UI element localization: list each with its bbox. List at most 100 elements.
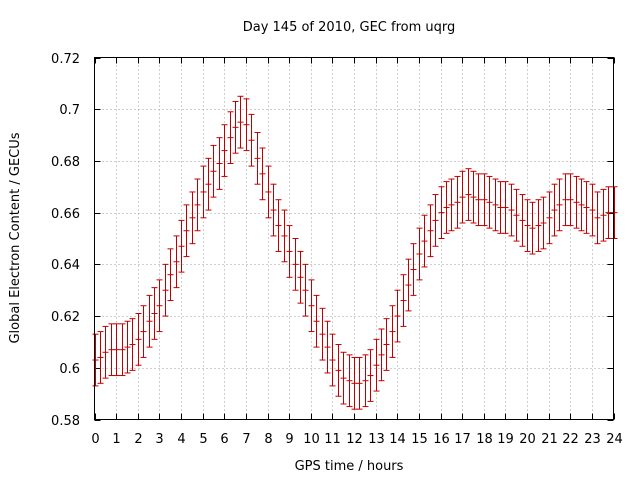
error-bar <box>394 289 401 343</box>
error-bar <box>389 305 396 358</box>
y-tick-labels: 0.58 0.6 0.62 0.64 0.66 0.68 0.7 0.72 <box>51 52 80 429</box>
error-bar <box>97 331 104 384</box>
error-bar <box>340 351 347 405</box>
error-bar <box>551 183 558 237</box>
error-bar <box>92 333 99 387</box>
error-bar <box>135 312 142 366</box>
x-tick-label: 6 <box>220 432 228 447</box>
error-bar <box>519 194 526 247</box>
error-bar <box>594 191 601 245</box>
y-tick-label: 0.72 <box>51 52 80 67</box>
x-tick-label: 5 <box>199 432 207 447</box>
error-bar <box>308 279 315 333</box>
error-bar <box>227 111 234 165</box>
error-bar <box>243 98 250 152</box>
error-bar <box>194 178 201 232</box>
error-bar <box>254 131 261 185</box>
error-bar <box>475 173 482 227</box>
error-bar <box>329 333 336 387</box>
x-tick-label: 22 <box>562 432 579 447</box>
x-axis-label: GPS time / hours <box>295 459 404 474</box>
error-bar <box>286 225 293 278</box>
error-bar <box>378 328 385 382</box>
error-bar <box>443 181 450 234</box>
error-bar <box>265 165 272 219</box>
error-bar <box>119 323 126 377</box>
x-tick-label: 8 <box>264 432 272 447</box>
plot-frame <box>94 57 614 420</box>
x-tick-label: 18 <box>476 432 493 447</box>
error-bar <box>524 199 531 252</box>
error-bar <box>167 248 174 302</box>
error-bar <box>151 287 158 340</box>
chart-title: Day 145 of 2010, GEC from uqrg <box>243 20 456 35</box>
error-bar <box>367 349 374 402</box>
x-tick-label: 17 <box>454 432 471 447</box>
x-tick-label: 2 <box>134 432 142 447</box>
y-tick-label: 0.58 <box>51 414 80 429</box>
error-bar <box>470 170 477 224</box>
error-bar <box>183 204 190 258</box>
error-bar <box>313 294 320 348</box>
error-bar <box>589 183 596 237</box>
x-tick-label: 4 <box>177 432 185 447</box>
error-bar <box>605 186 612 239</box>
x-tick-label: 24 <box>606 432 623 447</box>
error-bar <box>113 323 120 377</box>
error-bar <box>486 175 493 229</box>
error-bar <box>465 168 472 221</box>
x-tick-label: 0 <box>91 432 99 447</box>
x-tick-label: 20 <box>519 432 536 447</box>
error-bar <box>248 113 255 167</box>
error-bar <box>573 175 580 229</box>
error-bar <box>162 263 169 317</box>
error-bar <box>400 274 407 327</box>
error-bar <box>216 137 223 190</box>
error-bar <box>124 320 131 374</box>
error-bar <box>578 178 585 232</box>
error-bar <box>292 238 299 291</box>
error-bar <box>205 157 212 211</box>
error-bar <box>346 354 353 408</box>
error-bar <box>129 318 136 371</box>
error-bar <box>492 178 499 232</box>
error-bar <box>421 214 428 268</box>
error-bar <box>513 188 520 242</box>
axis-ticks <box>94 57 615 421</box>
error-bar <box>178 219 185 273</box>
error-bar <box>546 191 553 245</box>
error-bar <box>611 186 618 239</box>
error-bar <box>438 186 445 239</box>
error-bar <box>432 194 439 247</box>
x-tick-label: 21 <box>541 432 558 447</box>
x-tick-label: 16 <box>433 432 450 447</box>
error-bar <box>324 320 331 374</box>
error-bar <box>335 344 342 397</box>
error-bar <box>259 147 266 201</box>
error-bar <box>302 263 309 317</box>
y-tick-label: 0.6 <box>59 362 80 377</box>
x-tick-labels: 0 1 2 3 4 5 6 7 8 9 10 11 12 13 14 15 16 17 18 19 20 21 22 23 24 <box>91 432 622 447</box>
error-bar <box>481 173 488 227</box>
x-tick-label: 10 <box>303 432 320 447</box>
x-tick-label: 14 <box>389 432 406 447</box>
error-bar <box>448 178 455 232</box>
error-bar <box>600 188 607 242</box>
error-bar <box>556 178 563 232</box>
error-bar <box>173 235 180 289</box>
y-tick-label: 0.68 <box>51 155 80 170</box>
error-bar <box>508 183 515 237</box>
error-bar <box>237 95 244 149</box>
error-bar <box>405 258 412 312</box>
error-bar <box>156 279 163 333</box>
error-bar <box>416 227 423 281</box>
x-tick-label: 1 <box>112 432 120 447</box>
y-tick-label: 0.62 <box>51 310 80 325</box>
error-bar <box>281 209 288 263</box>
x-tick-label: 7 <box>242 432 250 447</box>
error-bar <box>232 100 239 154</box>
x-tick-label: 3 <box>155 432 163 447</box>
error-bar <box>383 318 390 371</box>
